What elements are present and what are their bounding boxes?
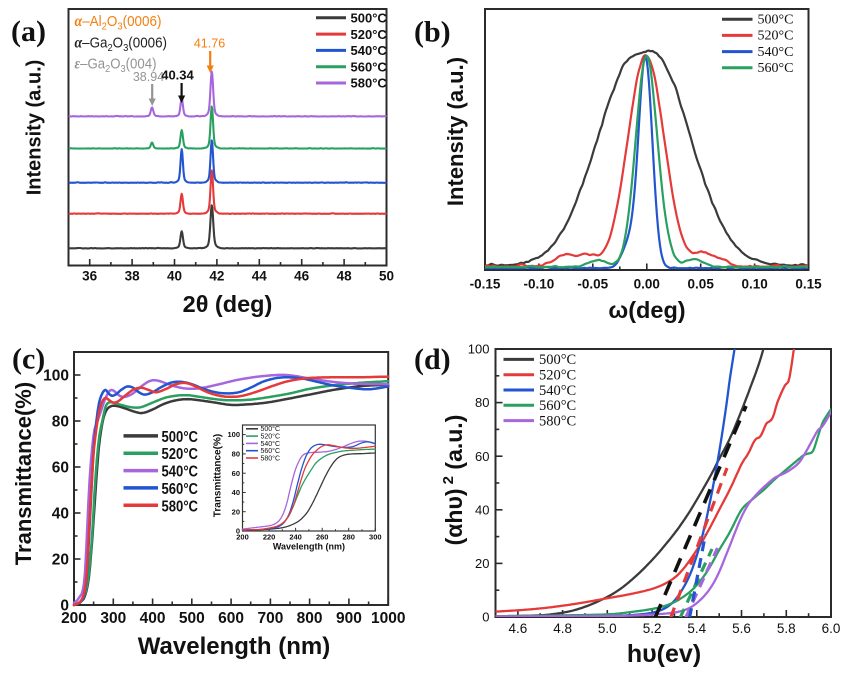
svg-text:60: 60 — [232, 469, 240, 478]
svg-text:260: 260 — [316, 533, 329, 542]
svg-text:0.15: 0.15 — [795, 277, 822, 292]
svg-text:ε–Ga2O3(004): ε–Ga2O3(004) — [75, 56, 157, 76]
svg-text:46: 46 — [294, 269, 310, 284]
svg-text:0: 0 — [60, 598, 69, 615]
svg-text:5.2: 5.2 — [643, 621, 662, 636]
svg-text:0: 0 — [236, 527, 240, 536]
svg-text:800: 800 — [297, 610, 323, 627]
svg-text:540°C: 540°C — [351, 43, 388, 58]
svg-text:Intensity (a.u.): Intensity (a.u.) — [24, 60, 46, 196]
svg-text:400: 400 — [140, 610, 166, 627]
svg-text:(b): (b) — [414, 16, 451, 49]
svg-text:(c): (c) — [12, 343, 45, 376]
svg-text:41.76: 41.76 — [194, 37, 225, 51]
svg-text:100: 100 — [468, 342, 490, 357]
svg-text:20: 20 — [52, 552, 69, 569]
svg-text:80: 80 — [52, 414, 69, 431]
svg-text:560°C: 560°C — [162, 481, 199, 498]
svg-text:Transmittance(%): Transmittance(%) — [11, 382, 36, 565]
svg-text:520°C: 520°C — [261, 433, 281, 441]
svg-text:44: 44 — [252, 269, 268, 284]
svg-text:500°C: 500°C — [758, 12, 794, 27]
svg-text:200: 200 — [236, 533, 249, 542]
svg-text:580°C: 580°C — [261, 454, 281, 462]
svg-text:220: 220 — [263, 533, 276, 542]
svg-text:-0.15: -0.15 — [470, 277, 501, 292]
svg-text:-0.05: -0.05 — [577, 277, 608, 292]
svg-text:20: 20 — [232, 507, 240, 516]
svg-text:500°C: 500°C — [351, 11, 388, 26]
svg-text:-0.10: -0.10 — [524, 277, 555, 292]
svg-text:38: 38 — [125, 269, 141, 284]
svg-text:5.0: 5.0 — [598, 621, 617, 636]
svg-text:50: 50 — [379, 269, 394, 284]
svg-text:2θ (deg): 2θ (deg) — [183, 291, 273, 317]
svg-text:60: 60 — [52, 460, 69, 477]
svg-text:300: 300 — [100, 610, 126, 627]
svg-text:580°C: 580°C — [162, 498, 199, 515]
svg-text:500: 500 — [179, 610, 205, 627]
svg-text:560°C: 560°C — [261, 447, 281, 455]
svg-text:4.6: 4.6 — [509, 621, 528, 636]
svg-text:500°C: 500°C — [539, 352, 576, 368]
svg-text:(d): (d) — [414, 343, 451, 376]
svg-text:540°C: 540°C — [162, 464, 199, 481]
svg-text:540°C: 540°C — [758, 45, 794, 60]
svg-text:540°C: 540°C — [539, 383, 576, 399]
svg-text:700: 700 — [257, 610, 283, 627]
svg-text:α–Al2O3(0006): α–Al2O3(0006) — [75, 13, 162, 33]
svg-text:20: 20 — [475, 556, 489, 571]
svg-text:40: 40 — [167, 269, 182, 284]
svg-text:240: 240 — [289, 533, 302, 542]
svg-text:580°C: 580°C — [539, 413, 576, 429]
svg-text:hυ(ev): hυ(ev) — [627, 640, 701, 668]
svg-text:60: 60 — [475, 449, 489, 464]
svg-text:Transmittance(%): Transmittance(%) — [213, 434, 224, 517]
svg-text:600: 600 — [218, 610, 244, 627]
svg-text:5.8: 5.8 — [777, 621, 796, 636]
svg-text:100: 100 — [227, 430, 240, 439]
svg-text:560°C: 560°C — [539, 398, 576, 414]
svg-text:0.00: 0.00 — [634, 277, 660, 292]
svg-text:(a): (a) — [11, 15, 46, 48]
svg-text:6.0: 6.0 — [822, 621, 841, 636]
svg-text:560°C: 560°C — [351, 59, 388, 74]
svg-text:Wavelength (nm): Wavelength (nm) — [273, 542, 345, 552]
svg-text:38.94: 38.94 — [133, 70, 164, 84]
svg-text:100: 100 — [43, 368, 69, 385]
svg-text:540°C: 540°C — [261, 440, 281, 448]
svg-text:520°C: 520°C — [351, 27, 388, 42]
svg-text:500°C: 500°C — [162, 429, 199, 446]
svg-text:80: 80 — [475, 395, 489, 410]
svg-text:42: 42 — [209, 269, 224, 284]
svg-text:560°C: 560°C — [758, 61, 794, 76]
svg-text:0.05: 0.05 — [688, 277, 715, 292]
svg-text:Intensity (a.u.): Intensity (a.u.) — [443, 57, 468, 206]
svg-text:200: 200 — [61, 610, 87, 627]
svg-text:500°C: 500°C — [261, 425, 281, 433]
svg-text:Wavelength (nm): Wavelength (nm) — [138, 633, 330, 660]
svg-text:36: 36 — [82, 269, 98, 284]
svg-text:40: 40 — [232, 488, 240, 497]
svg-text:40: 40 — [52, 506, 69, 523]
svg-text:300: 300 — [369, 533, 382, 542]
svg-text:280: 280 — [342, 533, 355, 542]
svg-text:5.6: 5.6 — [732, 621, 751, 636]
svg-text:520°C: 520°C — [758, 29, 794, 44]
svg-text:900: 900 — [336, 610, 362, 627]
svg-text:520°C: 520°C — [539, 368, 576, 384]
svg-text:40.34: 40.34 — [161, 68, 194, 83]
svg-text:α–Ga2O3(0006): α–Ga2O3(0006) — [75, 35, 168, 55]
svg-text:0: 0 — [482, 610, 489, 625]
svg-text:520°C: 520°C — [162, 446, 199, 463]
svg-text:4.8: 4.8 — [553, 621, 572, 636]
svg-text:0.10: 0.10 — [741, 277, 767, 292]
svg-text:1000: 1000 — [371, 610, 405, 627]
svg-text:5.4: 5.4 — [687, 621, 706, 636]
svg-text:ω(deg): ω(deg) — [608, 297, 685, 323]
svg-text:48: 48 — [337, 269, 353, 284]
svg-text:40: 40 — [475, 502, 489, 517]
svg-text:80: 80 — [232, 450, 240, 459]
svg-text:580°C: 580°C — [351, 76, 388, 91]
